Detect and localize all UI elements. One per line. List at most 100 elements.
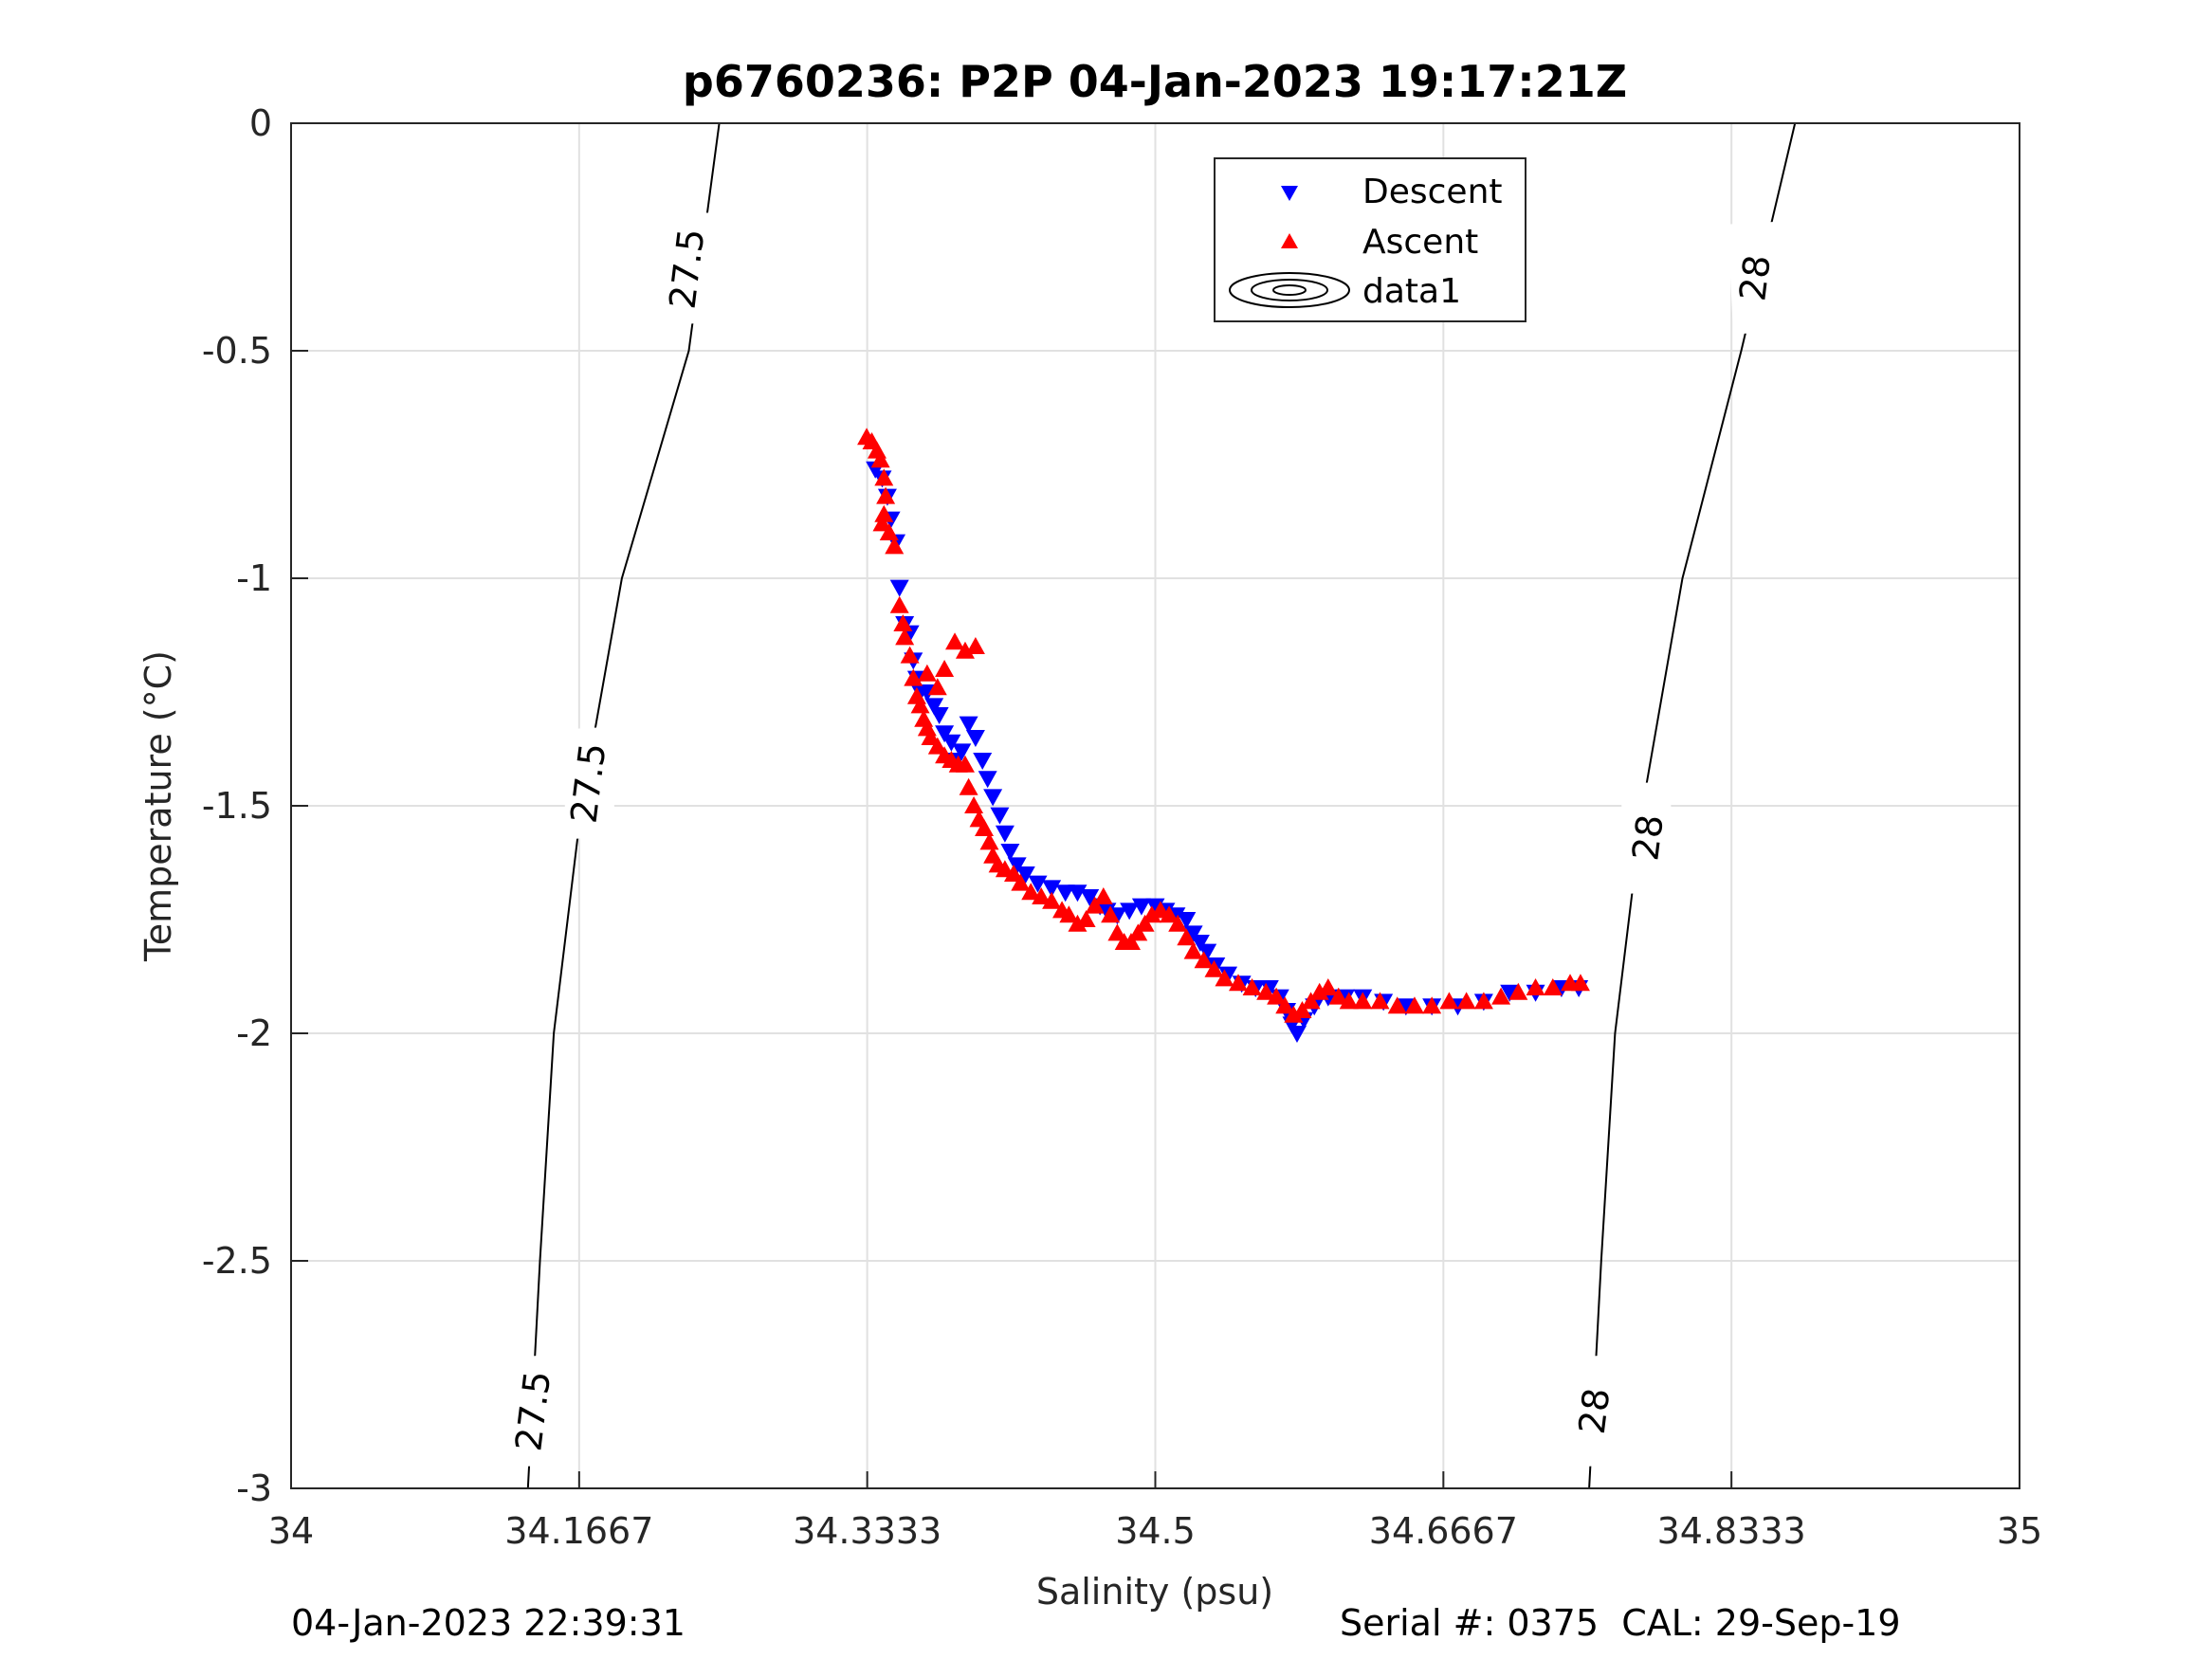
descent-point xyxy=(1500,984,1520,1002)
x-tick-label: 35 xyxy=(1997,1510,2042,1552)
ascent-point xyxy=(893,614,913,631)
descent-point xyxy=(1218,966,1238,984)
descent-point xyxy=(1097,902,1117,921)
ascent-point xyxy=(874,504,894,522)
x-tick-label: 34.8333 xyxy=(1657,1510,1806,1552)
ascent-point xyxy=(921,728,941,745)
ascent-point xyxy=(874,468,894,486)
ascent-point xyxy=(975,819,995,836)
legend-box xyxy=(1214,157,1526,322)
x-tick-label: 34.3333 xyxy=(793,1510,941,1552)
ascent-point xyxy=(1309,982,1329,1000)
ascent-point xyxy=(1267,987,1287,1005)
legend-ascent-label: Ascent xyxy=(1362,223,1478,262)
ascent-point xyxy=(1439,992,1459,1010)
ascent-point xyxy=(1404,996,1424,1014)
ascent-point xyxy=(927,737,947,755)
ascent-point xyxy=(895,628,915,646)
ascent-point xyxy=(1194,951,1214,969)
x-tick-label: 34.6667 xyxy=(1369,1510,1518,1552)
descent-point xyxy=(1197,943,1217,961)
ascent-point xyxy=(1142,905,1161,923)
contour-label-bg xyxy=(659,212,715,325)
ascent-point xyxy=(904,668,923,686)
descent-point xyxy=(1007,857,1027,875)
footer-serial-cal: Serial #: 0375 CAL: 29-Sep-19 xyxy=(1340,1602,1901,1644)
ascent-point xyxy=(1121,933,1141,950)
descent-point xyxy=(1177,912,1197,929)
ascent-point xyxy=(1256,982,1276,1000)
ascent-point xyxy=(1229,974,1249,992)
contour-label-bg xyxy=(1566,1355,1622,1468)
ascent-point xyxy=(945,632,965,650)
contour-label: 28 xyxy=(1731,253,1779,303)
descent-point xyxy=(1080,889,1100,906)
ascent-point xyxy=(1042,891,1062,909)
y-tick-label: -2.5 xyxy=(202,1240,272,1282)
footer-timestamp: 04-Jan-2023 22:39:31 xyxy=(291,1602,686,1644)
descent-point xyxy=(990,807,1010,825)
contour-label-bg xyxy=(1728,221,1783,335)
axes: 34 34.1667 34.3333 34.5 34.6667 34.8333 35 0 -0.… xyxy=(202,102,2042,1552)
descent-point xyxy=(1131,898,1151,916)
y-tick-label: -3 xyxy=(236,1468,272,1509)
ascent-point xyxy=(1160,905,1179,923)
ascent-point xyxy=(1508,982,1528,1000)
y-tick-label: -1.5 xyxy=(202,785,272,827)
ascent-point xyxy=(1387,996,1407,1014)
descent-point xyxy=(1042,880,1062,898)
ascent-point xyxy=(1526,978,1545,995)
ascent-point xyxy=(870,450,890,468)
ascent-point xyxy=(1456,992,1476,1010)
ascent-point xyxy=(879,523,899,540)
x-axis-label: Salinity (psu) xyxy=(1036,1571,1273,1613)
ascent-point xyxy=(1284,1005,1304,1023)
descent-point xyxy=(965,730,985,747)
ascent-point xyxy=(979,832,999,850)
contour-label: 28 xyxy=(1624,812,1672,863)
legend-descent-marker xyxy=(1281,186,1298,201)
ascent-point xyxy=(889,595,909,613)
ascent-point xyxy=(1275,996,1295,1014)
ascent-point xyxy=(1204,959,1224,977)
ascent-point xyxy=(1242,978,1262,995)
descent-point xyxy=(941,734,961,752)
descent-point xyxy=(1015,866,1035,884)
ascent-point xyxy=(1168,914,1188,932)
chart-title: p6760236: P2P 04-Jan-2023 19:17:21Z xyxy=(683,56,1627,107)
descent-point xyxy=(929,707,949,724)
descent-point xyxy=(1000,844,1020,861)
descent-point xyxy=(952,743,972,761)
contour-label: 27.5 xyxy=(661,227,712,311)
legend-contour-icon xyxy=(1229,272,1350,308)
ascent-point xyxy=(965,637,985,654)
x-tick-label: 34.1667 xyxy=(504,1510,653,1552)
ascent-point xyxy=(1135,914,1155,932)
ascent-point xyxy=(876,486,896,504)
ascent-point xyxy=(1093,887,1113,904)
descent-point xyxy=(1190,935,1210,952)
contour-label: 27.5 xyxy=(563,740,614,825)
ascent-point xyxy=(1177,928,1197,946)
ascent-point xyxy=(1328,987,1348,1005)
contour-label-bg xyxy=(560,726,616,840)
descent-point xyxy=(1028,875,1048,893)
ascent-point xyxy=(917,664,937,682)
descent-point xyxy=(959,716,978,734)
descent-point xyxy=(924,698,944,716)
legend-contour-label: data1 xyxy=(1362,272,1461,311)
legend-ascent-marker xyxy=(1281,233,1298,248)
ascent-point xyxy=(1011,873,1031,891)
ascent-point xyxy=(955,755,975,773)
x-tick-label: 34 xyxy=(268,1510,314,1552)
y-tick-label: -1 xyxy=(236,557,272,599)
descent-point xyxy=(1120,902,1140,921)
ascent-point xyxy=(1004,865,1024,882)
y-tick-label: 0 xyxy=(249,102,272,144)
legend: Descent Ascent data1 xyxy=(1214,157,1526,322)
ascent-point xyxy=(1076,910,1096,927)
y-tick-label: -0.5 xyxy=(202,330,272,372)
y-tick-label: -2 xyxy=(236,1012,272,1054)
ascent-point xyxy=(1491,987,1511,1005)
contour-label: 28 xyxy=(1571,1386,1618,1436)
